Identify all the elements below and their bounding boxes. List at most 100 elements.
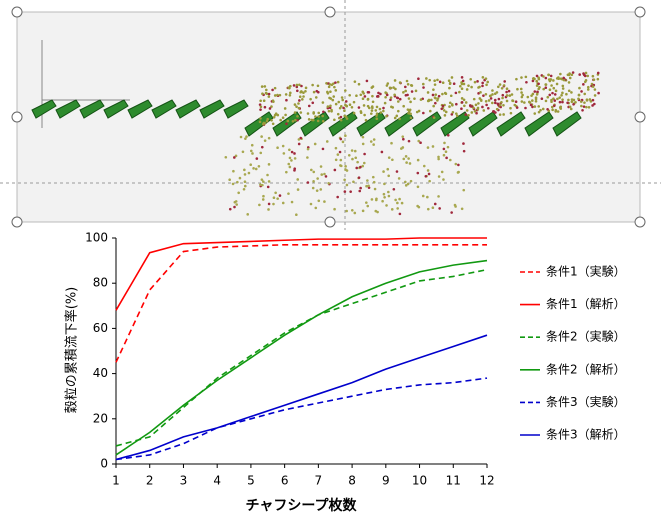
particle	[299, 136, 303, 140]
particle	[325, 140, 329, 143]
particle	[426, 207, 430, 211]
particle	[482, 109, 486, 112]
particle	[542, 87, 545, 91]
particle	[593, 88, 597, 91]
particle	[264, 91, 268, 95]
particle	[296, 114, 299, 118]
particle	[489, 97, 493, 100]
particle	[586, 85, 590, 89]
particle	[444, 92, 448, 96]
particle	[386, 82, 390, 85]
particle	[311, 101, 315, 105]
particle	[570, 91, 573, 94]
particle	[362, 161, 366, 165]
particle	[516, 87, 519, 91]
particle	[505, 99, 509, 103]
particle	[497, 85, 500, 89]
particle	[441, 104, 445, 108]
particle	[334, 89, 338, 92]
particle	[272, 202, 275, 206]
particle	[312, 112, 315, 115]
particle	[361, 135, 365, 139]
particle	[582, 72, 585, 75]
particle	[267, 202, 271, 206]
particle	[290, 159, 293, 162]
particle	[363, 113, 366, 117]
particle	[374, 109, 378, 112]
particle	[509, 106, 512, 110]
particle	[267, 136, 271, 140]
particle	[434, 93, 438, 96]
particle	[272, 196, 276, 200]
particle	[355, 94, 358, 98]
x-tick-label: 1	[112, 474, 120, 488]
particle	[431, 206, 435, 210]
particle	[298, 83, 301, 87]
particle	[392, 187, 396, 191]
particle	[354, 156, 358, 160]
particle	[407, 157, 410, 160]
particle	[386, 167, 390, 171]
particle	[406, 82, 410, 86]
sieve-plate	[79, 99, 105, 119]
particle	[398, 197, 401, 201]
particle	[316, 84, 320, 88]
particle	[284, 113, 287, 117]
particle	[319, 188, 323, 191]
particle	[326, 91, 330, 95]
particle	[460, 207, 464, 211]
particle	[370, 86, 374, 89]
particle	[288, 148, 291, 152]
particle	[500, 86, 504, 90]
particle	[552, 104, 556, 108]
particle	[404, 184, 408, 187]
particle	[591, 104, 594, 107]
particle	[345, 209, 348, 213]
particle	[409, 83, 413, 87]
particle	[379, 111, 383, 114]
particle	[501, 96, 504, 100]
particle	[531, 99, 534, 102]
particle	[408, 162, 412, 165]
particle	[524, 75, 528, 79]
particle	[452, 82, 456, 85]
particle	[479, 91, 482, 94]
particle	[234, 154, 238, 158]
sieve-plate	[468, 111, 498, 137]
particle	[499, 103, 502, 107]
particle	[333, 118, 336, 122]
particle	[454, 205, 457, 208]
particle	[535, 74, 539, 78]
particle	[491, 110, 495, 113]
particle	[353, 80, 357, 83]
particle	[387, 194, 391, 198]
particle	[403, 180, 407, 184]
particle	[345, 104, 349, 108]
particle	[284, 93, 288, 96]
particle	[425, 77, 428, 80]
sieve-plate	[552, 111, 582, 137]
particle	[560, 93, 563, 97]
particle	[367, 184, 370, 188]
particle	[463, 104, 466, 108]
y-tick-label: 80	[93, 276, 108, 290]
particle	[541, 107, 545, 111]
particle	[446, 134, 450, 137]
particle	[330, 108, 333, 112]
y-tick-label: 40	[93, 366, 108, 380]
particle	[339, 137, 343, 141]
particle	[314, 206, 318, 210]
particle	[494, 101, 497, 105]
particle	[285, 98, 288, 102]
particle	[486, 106, 490, 110]
particle	[313, 142, 317, 146]
particle	[570, 73, 574, 77]
particle	[552, 79, 555, 82]
particle	[259, 108, 262, 111]
particle	[488, 94, 492, 98]
particle	[568, 72, 571, 75]
particle	[465, 109, 469, 112]
particle	[478, 85, 481, 89]
particle	[441, 81, 445, 85]
particle	[323, 200, 326, 203]
